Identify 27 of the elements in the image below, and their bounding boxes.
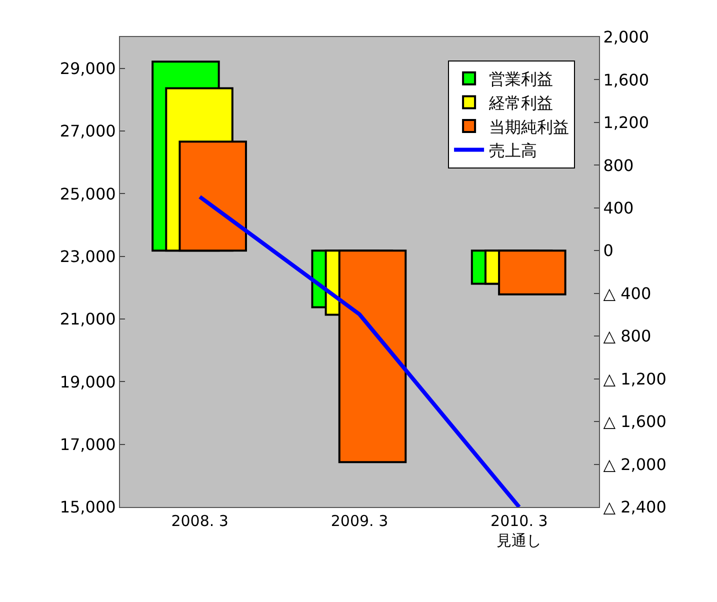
y2-tick-label: 400: [603, 198, 634, 218]
y2-tick-label: 2,000: [603, 28, 650, 47]
x-tick-label: 2010. 3 見通し: [490, 512, 548, 550]
y2-tick-label: △ 400: [603, 284, 652, 303]
y-tick-label: 15,000: [60, 498, 116, 517]
legend-label: 経常利益: [488, 93, 554, 112]
y2-tick-label: △ 1,200: [603, 369, 666, 388]
y2-tick-label: △ 2,400: [603, 498, 666, 517]
x-tick-label: 2008. 3: [171, 512, 228, 530]
y2-tick-label: 0: [603, 241, 614, 260]
y2-tick-label: 1,600: [603, 70, 650, 90]
y2-tick-label: △ 1,600: [603, 412, 666, 432]
y2-tick-label: 1,200: [603, 113, 650, 132]
y2-tick-label: △ 2,000: [603, 454, 666, 474]
y-tick-label: 21,000: [60, 310, 116, 329]
y2-tick-label: △ 800: [603, 326, 652, 346]
legend-label: 売上高: [489, 141, 538, 160]
y2-tick-label: 800: [603, 156, 634, 175]
y-tick-label: 29,000: [60, 58, 116, 78]
x-tick-label: 2009. 3: [330, 512, 388, 530]
y-tick-label: 27,000: [60, 122, 116, 141]
y-tick-label: 25,000: [60, 184, 116, 204]
legend-label: 当期純利益: [489, 117, 570, 136]
y-tick-label: 23,000: [60, 246, 116, 266]
y-tick-label: 19,000: [60, 372, 116, 392]
legend-label: 営業利益: [489, 70, 554, 89]
y-tick-label: 17,000: [60, 434, 116, 454]
